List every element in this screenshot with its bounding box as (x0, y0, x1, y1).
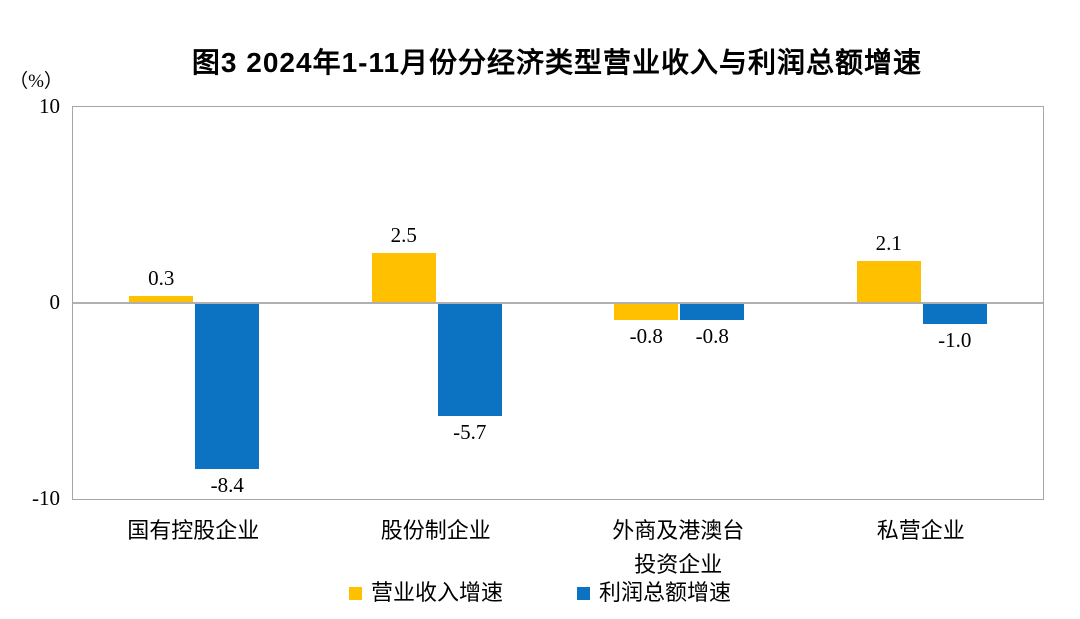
legend-swatch-icon (348, 586, 362, 600)
bar-value-label-series0-group3: 2.1 (875, 230, 902, 255)
bar-series0-group0 (129, 296, 194, 302)
legend-swatch-icon (577, 586, 590, 600)
bar-series1-group1 (437, 304, 502, 416)
y-tick-0: 0 (49, 290, 61, 314)
bar-series0-group3 (856, 260, 921, 302)
bar-series0-group1 (371, 253, 436, 302)
bar-value-label-series1-group0: -8.4 (210, 472, 244, 497)
legend-label-1: 利润总额增速 (599, 580, 732, 605)
legend-item-0: 营业收入增速 (348, 580, 503, 605)
bar-value-label-series1-group3: -1.0 (938, 327, 972, 352)
chart-title: 图3 2024年1-11月份分经济类型营业收入与利润总额增速 (191, 47, 923, 78)
zero-axis-line (73, 302, 1043, 304)
category-label-3: 私营企业 (876, 518, 965, 543)
legend-label-0: 营业收入增速 (370, 580, 503, 605)
bar-value-label-series0-group1: 2.5 (390, 223, 417, 247)
category-label-1: 股份制企业 (380, 518, 491, 543)
y-tick-minus-10: -10 (32, 486, 60, 510)
category-label-0: 国有控股企业 (127, 518, 260, 543)
bar-series1-group0 (195, 304, 260, 469)
bar-value-label-series1-group1: -5.7 (453, 419, 487, 444)
plot-area: 0.3 2.5 -0.8 2.1 -8.4 -5.7 -0.8 -1.0 (72, 106, 1044, 500)
x-axis-category-labels: 国有控股企业 股份制企业 外商及港澳台 投资企业 私营企业 (72, 514, 1042, 584)
y-axis-unit-label: （%） (9, 71, 63, 92)
bar-series1-group3 (922, 304, 987, 324)
bar-value-label-series1-group2: -0.8 (695, 323, 729, 348)
legend: 营业收入增速 利润总额增速 (0, 581, 1080, 605)
category-label-2: 外商及港澳台 投资企业 (612, 518, 745, 577)
bar-value-label-series0-group0: 0.3 (148, 266, 175, 291)
legend-item-1: 利润总额增速 (577, 581, 731, 605)
bar-series0-group2 (614, 304, 679, 320)
y-tick-10: 10 (39, 94, 60, 118)
bar-series1-group2 (680, 304, 745, 320)
bar-value-label-series0-group2: -0.8 (629, 323, 663, 348)
